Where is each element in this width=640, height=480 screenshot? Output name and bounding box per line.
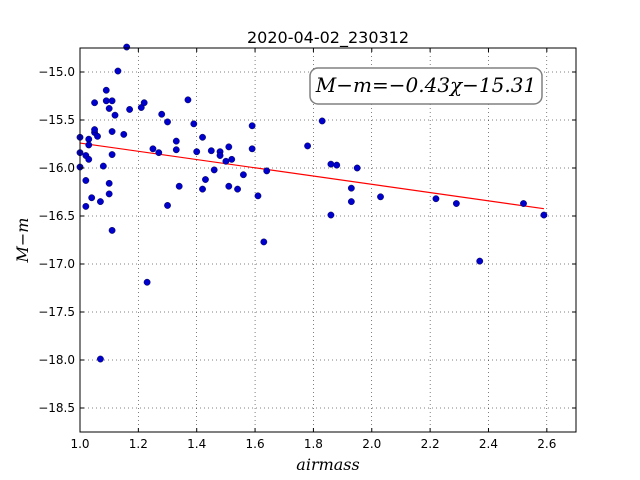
data-point [248, 145, 256, 153]
data-point [85, 135, 93, 143]
data-point [225, 182, 233, 190]
y-tick-label: −16.5 [38, 209, 75, 223]
data-point [347, 184, 355, 192]
data-point [190, 120, 198, 128]
data-point [85, 155, 93, 163]
data-point [207, 147, 215, 155]
data-point [158, 110, 166, 118]
data-point [193, 148, 201, 156]
data-point [126, 106, 134, 113]
data-point [94, 132, 101, 140]
x-axis-label: airmass [296, 455, 359, 474]
x-tick-label: 2.6 [537, 437, 556, 451]
data-point [102, 86, 110, 94]
data-point [108, 97, 116, 105]
y-tick-label: −16.0 [38, 161, 75, 175]
data-point [184, 96, 192, 104]
data-point [353, 164, 361, 172]
y-tick-label: −17.0 [38, 257, 75, 271]
data-point [108, 151, 116, 158]
data-point [260, 238, 268, 246]
data-point [123, 43, 131, 51]
data-point [85, 141, 93, 149]
fit-equation-label: M−m=−0.43χ−15.31 [315, 73, 536, 97]
data-point [175, 182, 183, 190]
plot-frame [79, 47, 577, 433]
data-point [248, 122, 256, 130]
data-point [91, 126, 98, 134]
data-point [140, 99, 148, 107]
data-point [99, 162, 107, 170]
data-point [172, 137, 180, 145]
data-point [97, 355, 104, 363]
data-point [239, 171, 247, 179]
data-point [222, 157, 230, 165]
x-tick-label: 2.4 [479, 437, 498, 451]
data-point [91, 99, 98, 107]
data-points [76, 43, 548, 363]
y-tick-label: −15.5 [38, 113, 75, 127]
data-point [108, 128, 116, 135]
data-point [105, 190, 113, 198]
data-point [540, 211, 548, 219]
data-point [228, 155, 236, 163]
x-tick-label: 2.2 [421, 437, 440, 451]
data-point [102, 97, 110, 105]
x-tick-label: 1.4 [187, 437, 206, 451]
y-tick-label: −18.5 [38, 401, 75, 415]
data-point [149, 145, 157, 153]
data-point [120, 130, 128, 138]
data-point [216, 152, 224, 159]
data-point [263, 167, 271, 175]
data-point [164, 118, 171, 126]
x-tick-label: 1.2 [129, 437, 148, 451]
data-point [452, 200, 460, 207]
data-point [476, 257, 484, 265]
data-point [82, 177, 90, 184]
data-point [97, 198, 104, 206]
chart-title: 2020-04-02_230312 [247, 28, 409, 48]
axis-ticks: 1.0 1.2 1.4 1.6 1.8 2.0 2.2 2.4 2.6 −15.0 −15.5 −16… [38, 48, 576, 451]
data-point [108, 226, 116, 234]
data-point [88, 194, 96, 202]
data-point [210, 166, 218, 174]
data-point [111, 111, 119, 119]
data-point [234, 185, 241, 193]
y-tick-label: −17.5 [38, 305, 75, 319]
data-point [199, 133, 206, 141]
x-tick-label: 2.0 [362, 437, 381, 451]
data-point [347, 198, 355, 206]
data-point [105, 179, 113, 187]
data-point [164, 202, 171, 209]
data-point [155, 149, 163, 157]
x-tick-label: 1.0 [70, 437, 89, 451]
data-point [432, 195, 440, 203]
x-tick-label: 1.8 [304, 437, 323, 451]
data-point [333, 161, 341, 169]
data-point [225, 143, 233, 151]
data-point [304, 142, 311, 150]
y-tick-label: −15.0 [38, 65, 75, 79]
data-point [202, 176, 209, 183]
data-point [520, 200, 527, 207]
data-point [327, 211, 335, 219]
fit-equation-box: M−m=−0.43χ−15.31 [309, 67, 543, 105]
data-point [327, 160, 335, 168]
data-point [377, 193, 384, 201]
data-point [105, 105, 113, 112]
data-point [318, 117, 326, 125]
data-point [199, 185, 206, 193]
y-tick-label: −18.0 [38, 353, 75, 367]
data-point [114, 67, 122, 75]
data-point [82, 202, 90, 210]
y-axis-label: M−m [13, 218, 32, 264]
data-point [254, 192, 262, 200]
data-point [172, 146, 180, 154]
x-tick-label: 1.6 [246, 437, 265, 451]
data-point [143, 278, 151, 286]
